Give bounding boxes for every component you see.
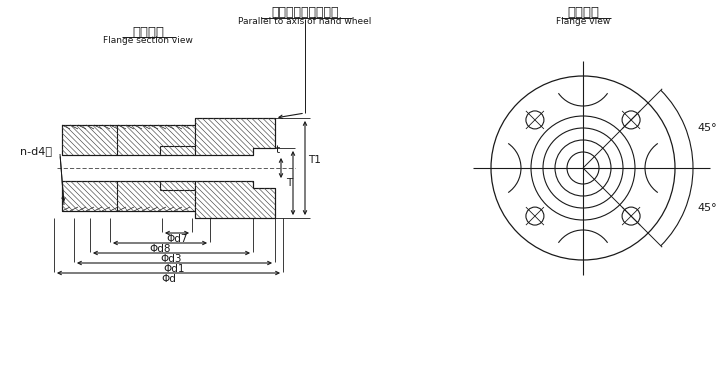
Text: Φd3: Φd3 [161,254,182,264]
Text: 45°: 45° [697,123,716,133]
Text: Φd1: Φd1 [163,264,185,274]
Text: Φd7: Φd7 [166,234,188,244]
Text: Φd8: Φd8 [149,244,171,254]
Text: Φd: Φd [161,274,176,284]
Polygon shape [62,181,195,211]
Text: 与手轮轴中心线平行: 与手轮轴中心线平行 [271,6,338,19]
Polygon shape [195,181,275,218]
Text: n-d4深: n-d4深 [20,146,52,156]
Text: Flange view: Flange view [556,17,610,26]
Text: 45°: 45° [697,203,716,213]
Polygon shape [195,118,275,155]
Text: Flange section view: Flange section view [103,36,193,45]
Text: T1: T1 [308,155,321,165]
Text: Parallel to axis of hand wheel: Parallel to axis of hand wheel [238,17,372,26]
Text: 法兰向视: 法兰向视 [567,6,599,19]
Text: t: t [276,145,280,155]
Text: T: T [286,178,292,188]
Polygon shape [62,125,195,155]
Text: 法兰剖面: 法兰剖面 [132,26,164,39]
